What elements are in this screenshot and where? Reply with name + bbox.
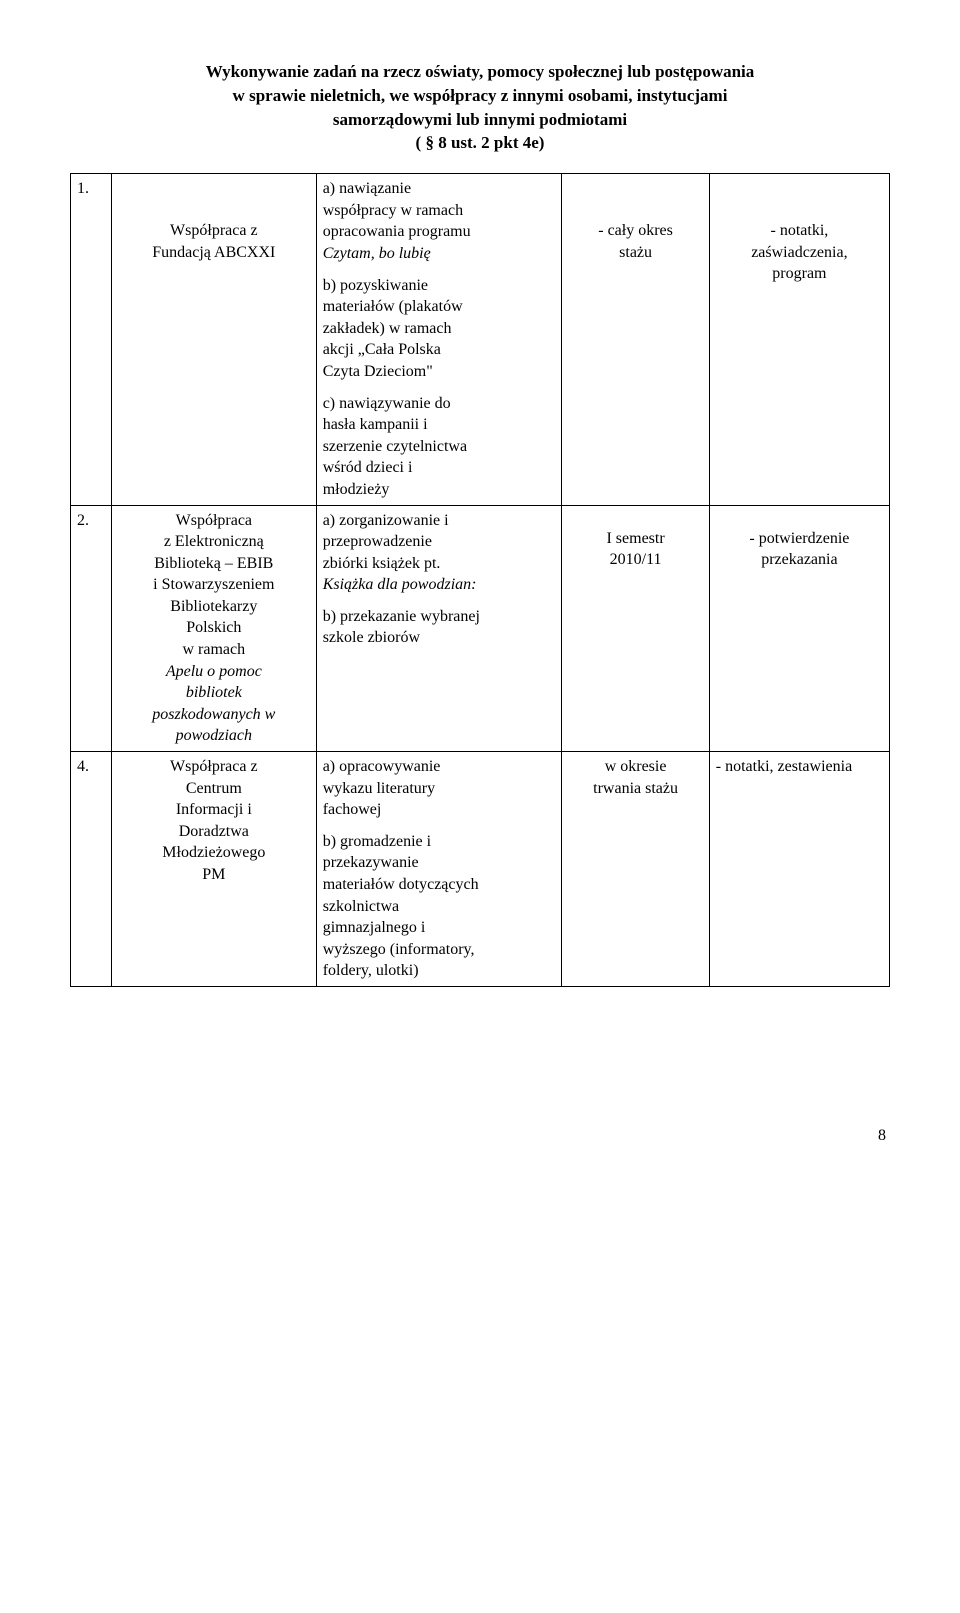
text: Młodzieżowego xyxy=(162,844,265,861)
text: Doradztwa xyxy=(179,823,249,840)
header-line: samorządowymi lub innymi podmiotami xyxy=(333,110,627,129)
cell-col2: Współpraca z Fundacją ABCXXI xyxy=(111,174,316,505)
text: materiałów dotyczących xyxy=(323,876,479,893)
text: stażu xyxy=(619,244,652,261)
text: akcji „Cała Polska xyxy=(323,341,441,358)
text: w ramach xyxy=(182,641,245,658)
cell-number: 2. xyxy=(71,505,112,752)
text: z Elektroniczną xyxy=(164,533,264,550)
text: Fundacją ABCXXI xyxy=(152,244,275,261)
text: przekazywanie xyxy=(323,854,419,871)
cell-number: 4. xyxy=(71,752,112,987)
text: b) gromadzenie i xyxy=(323,833,431,850)
text-italic: Apelu o pomoc xyxy=(166,663,262,680)
text-italic: Czytam, bo lubię xyxy=(323,245,431,262)
text: wyższego (informatory, xyxy=(323,941,475,958)
text: szkole zbiorów xyxy=(323,629,420,646)
text: Czyta Dzieciom" xyxy=(323,363,433,380)
text: c) nawiązywanie do xyxy=(323,395,451,412)
cell-col2: Współpraca z Centrum Informacji i Doradz… xyxy=(111,752,316,987)
cell-col3: a) zorganizowanie i przeprowadzenie zbió… xyxy=(316,505,562,752)
text: - notatki, zestawienia xyxy=(716,758,852,775)
cell-col5: - notatki, zaświadczenia, program xyxy=(709,174,889,505)
header-line: ( § 8 ust. 2 pkt 4e) xyxy=(416,133,545,152)
text: współpracy w ramach xyxy=(323,202,463,219)
table-row: 1. Współpraca z Fundacją ABCXXI a) nawią… xyxy=(71,174,890,505)
text: Bibliotekarzy xyxy=(170,598,257,615)
text-italic: poszkodowanych w xyxy=(152,706,275,723)
text: trwania stażu xyxy=(593,780,678,797)
text: gimnazjalnego i xyxy=(323,919,426,936)
text: I semestr xyxy=(606,530,664,547)
text: przekazania xyxy=(761,551,837,568)
cell-col2: Współpraca z Elektroniczną Biblioteką – … xyxy=(111,505,316,752)
text: Polskich xyxy=(186,619,241,636)
text: a) zorganizowanie i xyxy=(323,512,449,529)
text: w okresie xyxy=(605,758,667,775)
text: - cały okres xyxy=(598,222,673,239)
text: Informacji i xyxy=(176,801,252,818)
text: fachowej xyxy=(323,801,382,818)
text: program xyxy=(772,265,826,282)
text: zbiórki książek pt. xyxy=(323,555,441,572)
text: opracowania programu xyxy=(323,223,471,240)
text: b) przekazanie wybranej xyxy=(323,608,480,625)
text: zaświadczenia, xyxy=(751,244,847,261)
text: zakładek) w ramach xyxy=(323,320,452,337)
text: Współpraca xyxy=(176,512,252,529)
page-number: 8 xyxy=(70,1127,890,1145)
text-italic: bibliotek xyxy=(186,684,242,701)
text: a) opracowywanie xyxy=(323,758,441,775)
section-header: Wykonywanie zadań na rzecz oświaty, pomo… xyxy=(70,60,890,155)
text: foldery, ulotki) xyxy=(323,962,419,979)
text: Współpraca z xyxy=(170,758,258,775)
text: 2010/11 xyxy=(610,551,662,568)
cell-col5: - potwierdzenie przekazania xyxy=(709,505,889,752)
header-line: w sprawie nieletnich, we współpracy z in… xyxy=(233,86,728,105)
text: b) pozyskiwanie xyxy=(323,277,428,294)
cell-number: 1. xyxy=(71,174,112,505)
text: przeprowadzenie xyxy=(323,533,432,550)
text: Centrum xyxy=(186,780,242,797)
text: PM xyxy=(202,866,225,883)
text-italic: powodziach xyxy=(176,727,252,744)
text: - notatki, xyxy=(771,222,829,239)
table-row: 2. Współpraca z Elektroniczną Biblioteką… xyxy=(71,505,890,752)
text: szerzenie czytelnictwa xyxy=(323,438,467,455)
header-line: Wykonywanie zadań na rzecz oświaty, pomo… xyxy=(206,62,755,81)
text: materiałów (plakatów xyxy=(323,298,463,315)
cell-col3: a) nawiązanie współpracy w ramach opraco… xyxy=(316,174,562,505)
cell-col4: I semestr 2010/11 xyxy=(562,505,709,752)
text: Współpraca z xyxy=(170,222,258,239)
text: hasła kampanii i xyxy=(323,416,428,433)
cell-col3: a) opracowywanie wykazu literatury facho… xyxy=(316,752,562,987)
table-row: 4. Współpraca z Centrum Informacji i Dor… xyxy=(71,752,890,987)
cell-col4: w okresie trwania stażu xyxy=(562,752,709,987)
cell-col5: - notatki, zestawienia xyxy=(709,752,889,987)
text: a) nawiązanie xyxy=(323,180,411,197)
main-table: 1. Współpraca z Fundacją ABCXXI a) nawią… xyxy=(70,173,890,987)
text: wykazu literatury xyxy=(323,780,435,797)
text: młodzieży xyxy=(323,481,390,498)
text: szkolnictwa xyxy=(323,898,399,915)
cell-col4: - cały okres stażu xyxy=(562,174,709,505)
text: Biblioteką – EBIB xyxy=(154,555,273,572)
text: wśród dzieci i xyxy=(323,459,413,476)
text-italic: Książka dla powodzian: xyxy=(323,576,477,593)
text: - potwierdzenie xyxy=(749,530,849,547)
text: i Stowarzyszeniem xyxy=(153,576,274,593)
